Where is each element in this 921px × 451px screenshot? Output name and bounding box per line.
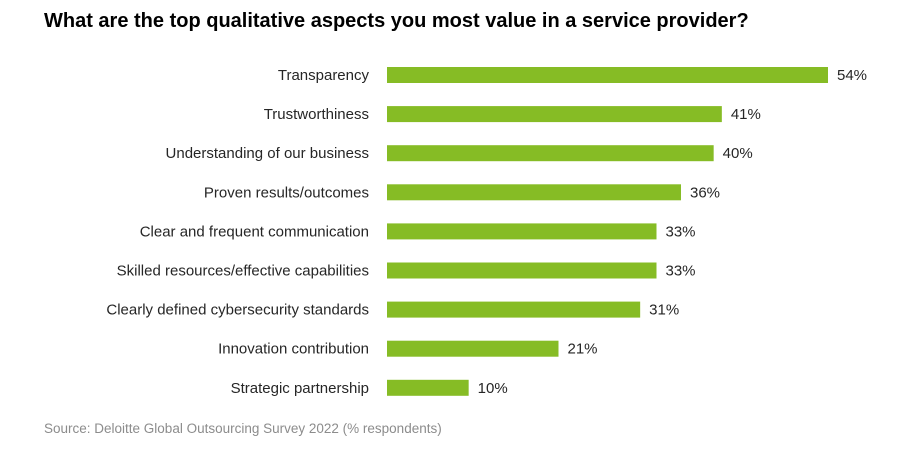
value-label: 10%	[478, 380, 508, 397]
category-label: Clear and frequent communication	[140, 223, 369, 240]
value-label: 36%	[690, 184, 720, 201]
value-label: 21%	[568, 341, 598, 358]
bar	[387, 106, 722, 123]
bar	[387, 301, 641, 318]
category-label: Strategic partnership	[231, 380, 369, 397]
value-label: 41%	[731, 106, 761, 123]
category-label: Skilled resources/effective capabilities	[117, 263, 369, 280]
bar	[387, 184, 681, 201]
category-label: Understanding of our business	[166, 145, 369, 162]
category-label: Clearly defined cybersecurity standards	[106, 302, 369, 319]
value-label: 33%	[666, 223, 696, 240]
bar	[387, 145, 714, 162]
bar	[387, 379, 469, 396]
value-label: 54%	[837, 67, 867, 84]
value-label: 33%	[666, 263, 696, 280]
bar	[387, 223, 657, 240]
bar	[387, 262, 657, 279]
category-label: Proven results/outcomes	[204, 184, 369, 201]
bar	[387, 340, 559, 357]
category-label: Innovation contribution	[218, 341, 369, 358]
category-label: Trustworthiness	[264, 106, 369, 123]
category-label: Transparency	[278, 67, 370, 84]
value-label: 40%	[723, 145, 753, 162]
chart-title: What are the top qualitative aspects you…	[44, 10, 749, 32]
bar	[387, 67, 828, 83]
value-label: 31%	[649, 302, 679, 319]
source-note: Source: Deloitte Global Outsourcing Surv…	[44, 421, 442, 436]
